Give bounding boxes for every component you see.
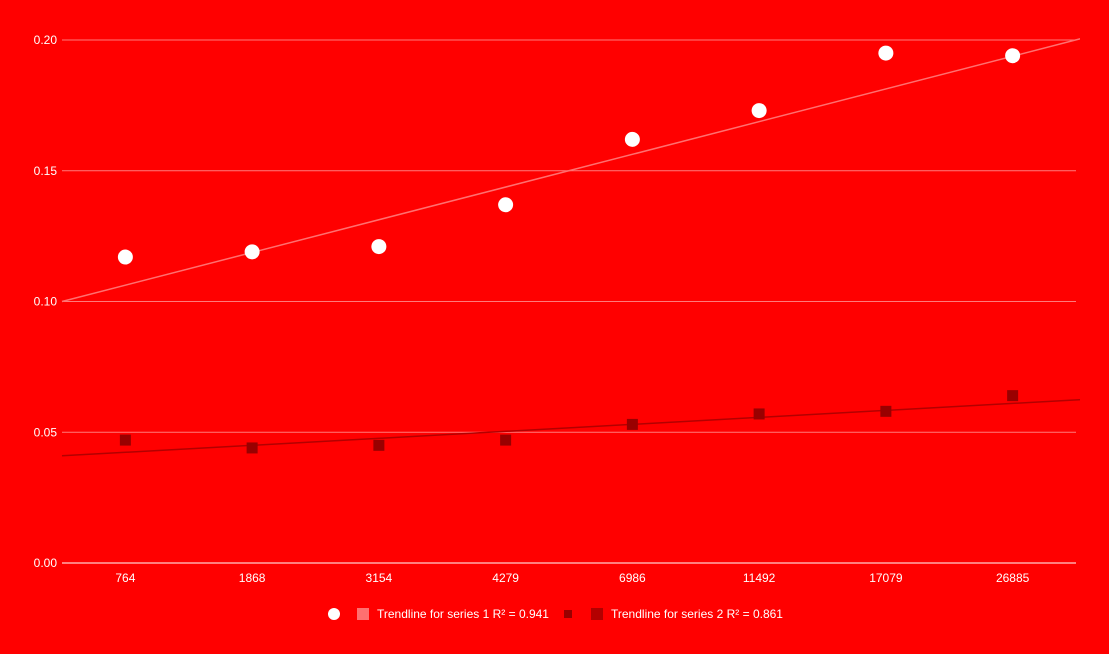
series-1-point <box>117 249 133 265</box>
series-1-point <box>244 244 260 260</box>
legend-series2-marker <box>564 610 572 618</box>
x-tick-label: 6986 <box>619 571 646 585</box>
x-tick-label: 26885 <box>996 571 1030 585</box>
series-2-point <box>880 405 892 417</box>
series-1-point <box>498 197 514 213</box>
series-2-point <box>1007 390 1019 402</box>
x-tick-label: 4279 <box>492 571 519 585</box>
series-2-point <box>246 442 258 454</box>
series-2-point <box>626 418 638 430</box>
legend[interactable]: Trendline for series 1 R² = 0.941 Trendl… <box>328 607 783 621</box>
trendlines <box>61 0 1109 560</box>
series-1-point <box>751 103 767 119</box>
series-2-point <box>753 408 765 420</box>
y-tick-label: 0.00 <box>34 556 58 570</box>
series-2-point <box>373 439 385 451</box>
legend-trendline2-label: Trendline for series 2 R² = 0.861 <box>611 607 783 621</box>
x-tick-label: 764 <box>115 571 135 585</box>
trendline-series-2 <box>61 397 1107 457</box>
series-1-point <box>878 45 894 61</box>
y-tick-label: 0.15 <box>34 164 58 178</box>
legend-trendline1-label: Trendline for series 1 R² = 0.941 <box>377 607 549 621</box>
legend-trendline2-swatch <box>591 608 603 620</box>
data-points <box>117 45 1021 454</box>
series-2-point <box>500 434 512 446</box>
trendline-series-1 <box>61 31 1107 303</box>
series-1-point <box>1005 48 1021 64</box>
legend-series1-marker <box>328 608 340 620</box>
series-2-point <box>119 434 131 446</box>
series-1-point <box>371 239 387 255</box>
legend-trendline1-swatch <box>357 608 369 620</box>
x-tick-label: 3154 <box>366 571 393 585</box>
plot-edge-mask <box>1080 0 1109 560</box>
x-axis: 764 1868 3154 4279 6986 11492 17079 26885 <box>115 571 1029 585</box>
y-tick-label: 0.20 <box>34 33 58 47</box>
y-axis: 0.00 0.05 0.10 0.15 0.20 <box>34 33 58 570</box>
series-1-point <box>624 131 640 147</box>
y-tick-label: 0.10 <box>34 295 58 309</box>
x-tick-label: 11492 <box>743 571 776 585</box>
x-tick-label: 17079 <box>869 571 903 585</box>
gridlines <box>62 39 1076 564</box>
x-tick-label: 1868 <box>239 571 266 585</box>
y-tick-label: 0.05 <box>34 425 58 439</box>
